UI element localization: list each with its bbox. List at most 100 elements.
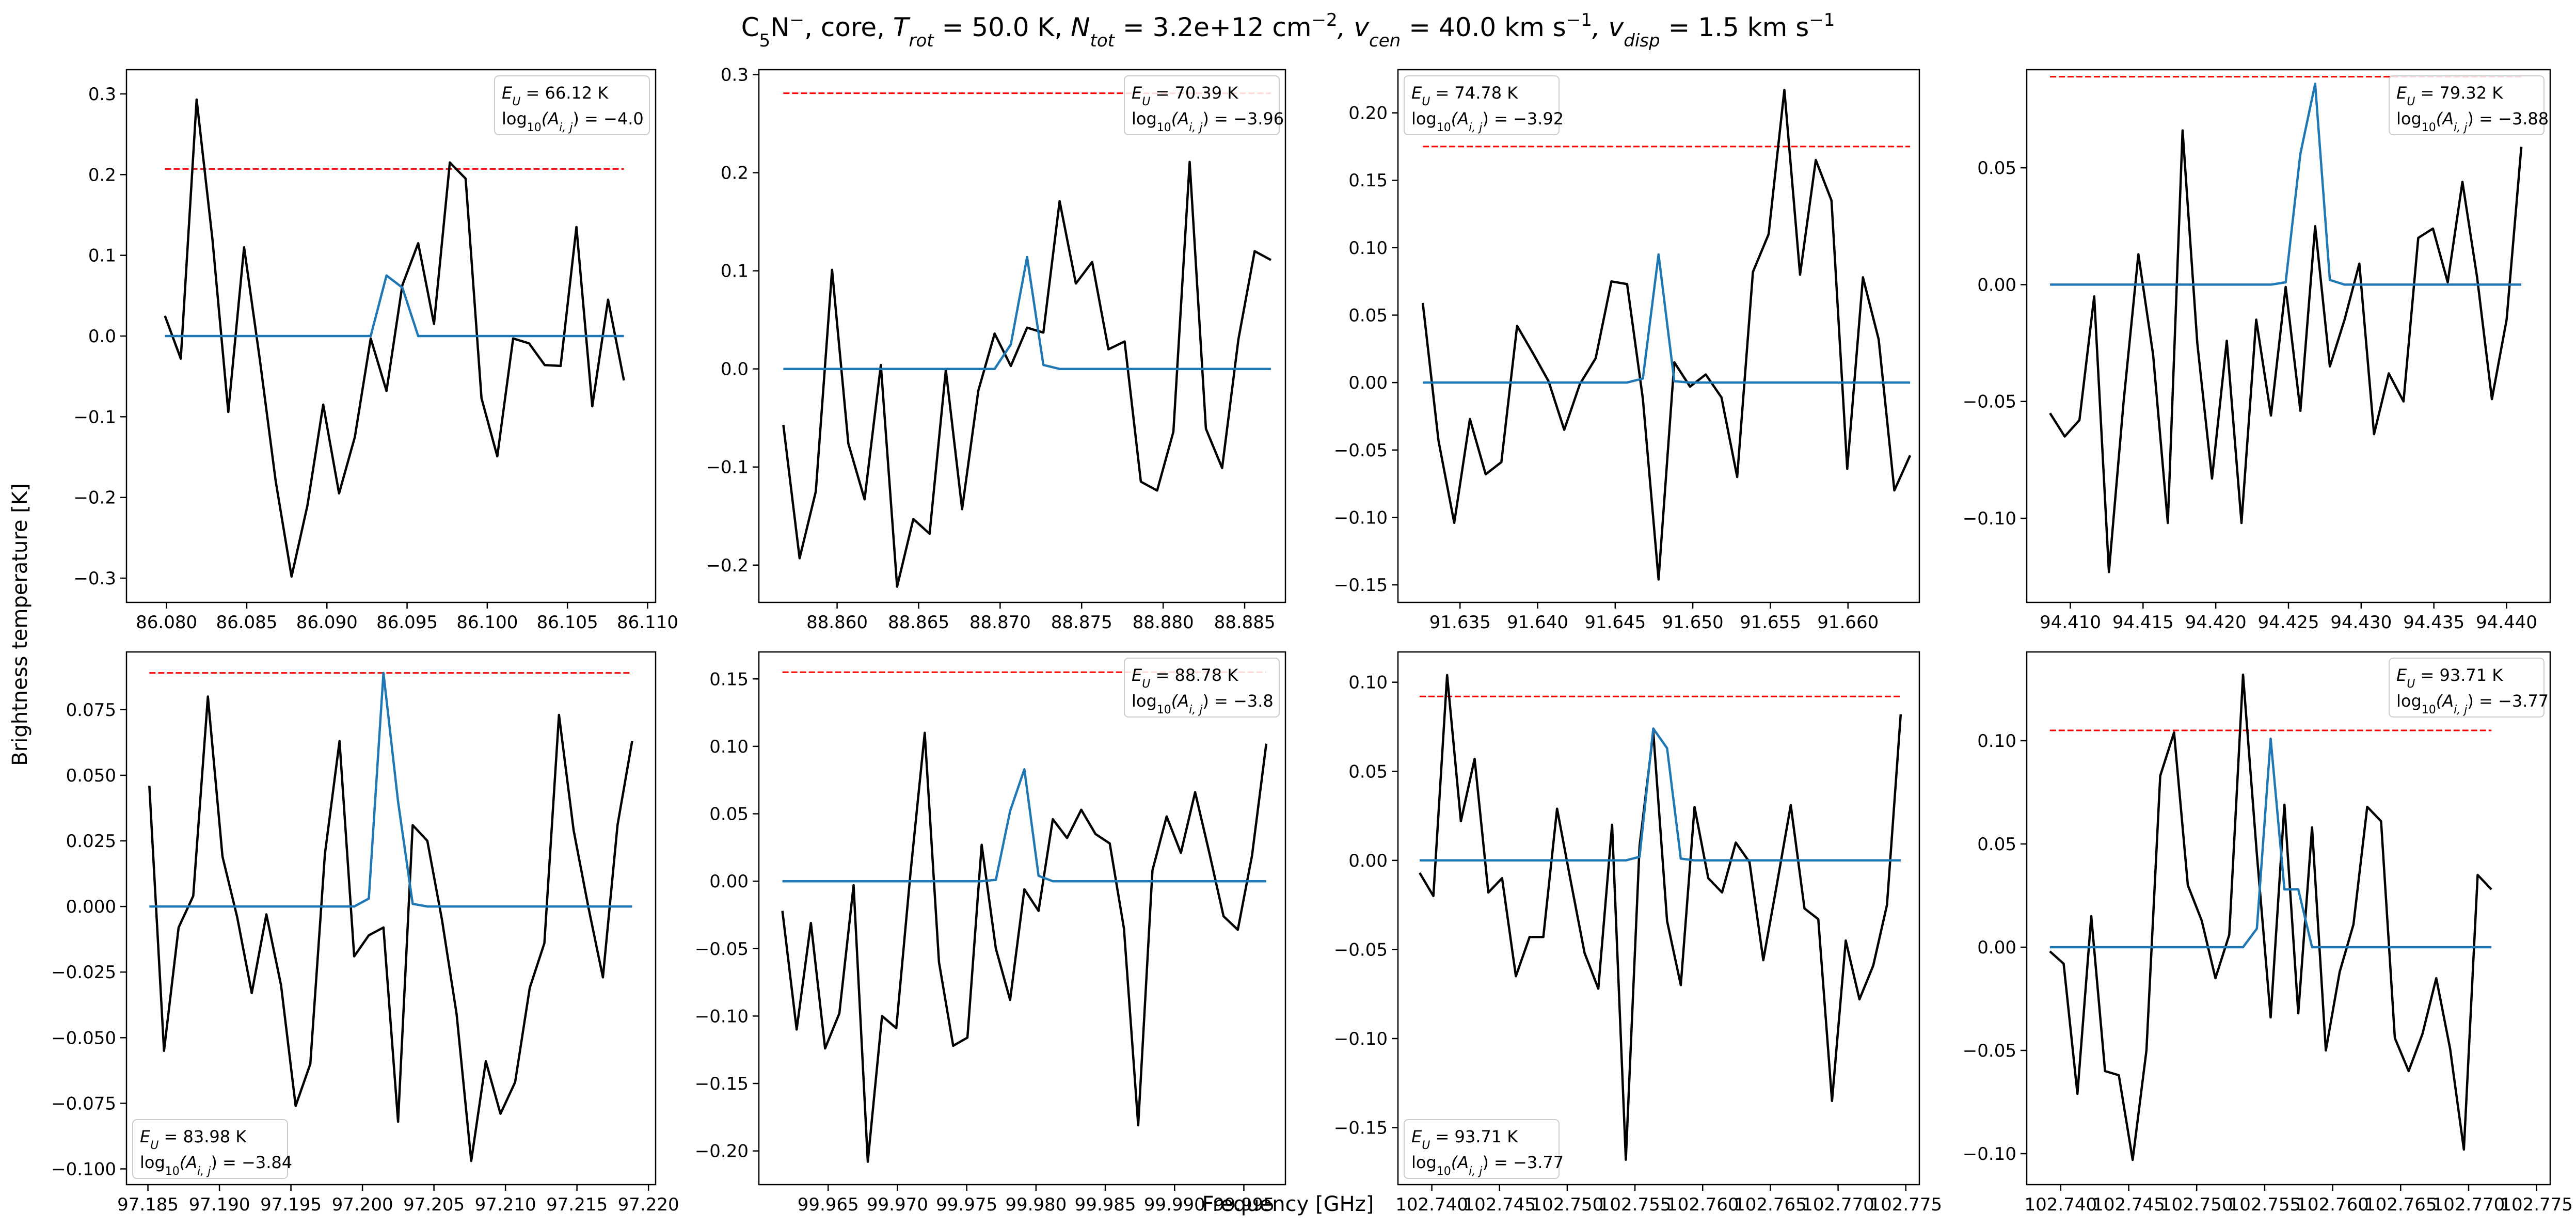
x-tick-label: 88.880 [1133,612,1194,633]
x-tick-label: 99.975 [936,1194,997,1215]
x-tick-label: 86.110 [617,612,678,633]
x-tick-label: 102.765 [2364,1194,2437,1215]
x-tick-label: 86.105 [537,612,598,633]
einstein-coefficient-label: log10(Ai, j) = −3.8 [1132,691,1274,716]
x-tick-label: 99.985 [1075,1194,1136,1215]
y-tick-label: −0.075 [51,1093,116,1114]
y-tick-label: 0.1 [721,261,749,282]
x-tick-label: 88.870 [969,612,1031,633]
x-tick-label: 102.740 [2025,1194,2097,1215]
y-tick-label: −0.2 [706,555,749,576]
y-tick-label: 0.00 [1977,937,2016,958]
spectrum-panel: 91.635 91.640 91.645 91.650 91.655 91.660 −0.1… [1334,69,1920,633]
y-tick-label: 0.05 [1977,834,2016,855]
x-tick-label: 99.990 [1144,1194,1205,1215]
x-tick-label: 102.775 [2500,1194,2573,1215]
plot-area [164,98,625,578]
x-tick-label: 102.760 [2296,1194,2369,1215]
y-tick-label: −0.100 [51,1159,116,1179]
panel-frame [2026,69,2551,603]
x-tick-label: 97.190 [189,1194,250,1215]
y-tick-label: −0.10 [1963,508,2016,529]
y-tick-label: 0.050 [66,765,116,786]
y-tick-label: −0.1 [706,457,749,478]
y-tick-label: −0.05 [1963,392,2016,412]
y-tick-label: −0.3 [73,568,116,589]
y-tick-label: −0.05 [1963,1041,2016,1061]
y-tick-label: 0.00 [1348,373,1388,393]
panel-frame [1397,651,1920,1186]
x-tick-label: 94.410 [2040,612,2101,633]
observed-spectrum-line [781,731,1268,1163]
y-tick-label: −0.15 [695,1074,749,1094]
x-tick-label: 94.440 [2476,612,2537,633]
observed-spectrum-line [148,695,633,1162]
x-tick-label: 102.755 [2229,1194,2301,1215]
y-tick-label: 0.05 [1977,158,2016,179]
y-tick-label: 0.0 [88,326,116,347]
spectrum-panel: 88.860 88.865 88.870 88.875 88.880 88.885 −0.2… [706,65,1286,633]
y-tick-label: 0.05 [1348,761,1388,782]
panel-frame [2026,651,2551,1186]
y-tick-label: 0.000 [66,897,116,917]
spectrum-panel: 86.080 86.085 86.090 86.095 86.100 86.105 86.1… [73,69,678,633]
einstein-coefficient-label: log10(Ai, j) = −3.92 [1411,109,1564,134]
plot-area [1421,88,1912,581]
upper-energy-label: EU = 93.71 K [1411,1127,1518,1152]
y-tick-label: −0.2 [73,488,116,508]
x-tick-label: 99.980 [1005,1194,1067,1215]
x-tick-label: 86.085 [216,612,277,633]
panel-frame [125,69,657,603]
model-spectrum-line [1420,727,1901,862]
x-tick-label: 91.640 [1507,612,1568,633]
x-tick-label: 99.965 [798,1194,859,1215]
x-tick-label: 94.420 [2185,612,2247,633]
y-tick-label: −0.025 [51,962,116,983]
model-spectrum-line [2050,82,2522,286]
y-tick-label: −0.15 [1334,1118,1388,1139]
einstein-coefficient-label: log10(Ai, j) = −3.77 [2396,691,2549,716]
x-tick-label: 88.860 [806,612,868,633]
panel-frame [125,651,657,1186]
x-tick-label: 86.080 [136,612,197,633]
spectrum-panel: 99.965 99.970 99.975 99.980 99.985 99.990 99.9… [695,651,1286,1215]
x-tick-label: 86.100 [456,612,518,633]
x-tick-label: 88.885 [1214,612,1276,633]
x-tick-label: 97.220 [618,1194,679,1215]
observed-spectrum-line [2049,129,2523,573]
x-tick-label: 102.775 [1869,1194,1942,1215]
y-tick-label: −0.05 [695,939,749,960]
upper-energy-label: EU = 79.32 K [2396,83,2503,108]
x-tick-label: 86.095 [376,612,438,633]
y-tick-label: 0.20 [1348,103,1388,124]
x-tick-label: 97.205 [403,1194,465,1215]
y-tick-label: 0.00 [1348,851,1388,871]
y-tick-label: −0.05 [1334,939,1388,960]
y-tick-label: 0.00 [1977,275,2016,295]
x-tick-label: 97.210 [475,1194,536,1215]
x-tick-label: 94.415 [2112,612,2174,633]
x-tick-label: 97.215 [546,1194,608,1215]
y-tick-label: 0.025 [66,831,116,852]
x-tick-label: 94.425 [2258,612,2319,633]
plot-area [148,672,633,1162]
y-axis-label: Brightness temperature [K] [8,483,32,765]
observed-spectrum-line [782,161,1271,588]
y-tick-label: −0.050 [51,1028,116,1048]
y-tick-label: 0.3 [721,65,749,86]
y-tick-label: −0.20 [695,1141,749,1162]
x-tick-label: 99.970 [867,1194,928,1215]
x-tick-label: 88.875 [1051,612,1112,633]
plot-area [2049,76,2523,573]
panel-frame [758,651,1286,1186]
y-tick-label: −0.05 [1334,440,1388,461]
x-tick-label: 102.740 [1395,1194,1468,1215]
upper-energy-label: EU = 93.71 K [2396,665,2503,691]
upper-energy-label: EU = 88.78 K [1132,665,1238,691]
